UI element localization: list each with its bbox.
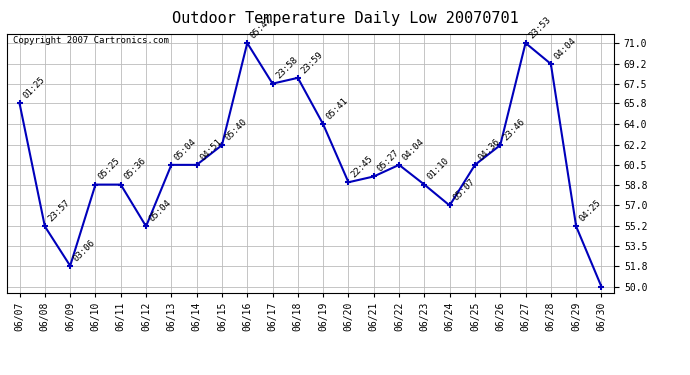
Text: Copyright 2007 Cartronics.com: Copyright 2007 Cartronics.com <box>13 36 169 45</box>
Text: 04:25: 04:25 <box>578 198 603 223</box>
Text: 01:10: 01:10 <box>426 156 451 182</box>
Text: 05:04: 05:04 <box>148 198 172 223</box>
Text: 03:06: 03:06 <box>72 238 97 263</box>
Text: 05:07: 05:07 <box>451 177 476 203</box>
Text: 05:41: 05:41 <box>324 96 350 122</box>
Text: 23:59: 23:59 <box>299 50 324 75</box>
Text: 05:27: 05:27 <box>375 148 400 174</box>
Text: 04:04: 04:04 <box>552 36 578 61</box>
Text: 01:25: 01:25 <box>21 75 46 100</box>
Text: 05:47: 05:47 <box>248 15 274 40</box>
Text: 05:25: 05:25 <box>97 156 122 182</box>
Text: 04:51: 04:51 <box>198 137 224 162</box>
Text: 23:53: 23:53 <box>527 15 552 40</box>
Text: 04:36: 04:36 <box>476 137 502 162</box>
Text: 22:45: 22:45 <box>350 154 375 180</box>
Text: 05:04: 05:04 <box>172 137 198 162</box>
Text: Outdoor Temperature Daily Low 20070701: Outdoor Temperature Daily Low 20070701 <box>172 11 518 26</box>
Text: 23:58: 23:58 <box>274 56 299 81</box>
Text: 23:57: 23:57 <box>46 198 72 223</box>
Text: 04:04: 04:04 <box>400 137 426 162</box>
Text: 05:36: 05:36 <box>122 156 148 182</box>
Text: 05:40: 05:40 <box>224 117 248 142</box>
Text: 23:46: 23:46 <box>502 117 527 142</box>
